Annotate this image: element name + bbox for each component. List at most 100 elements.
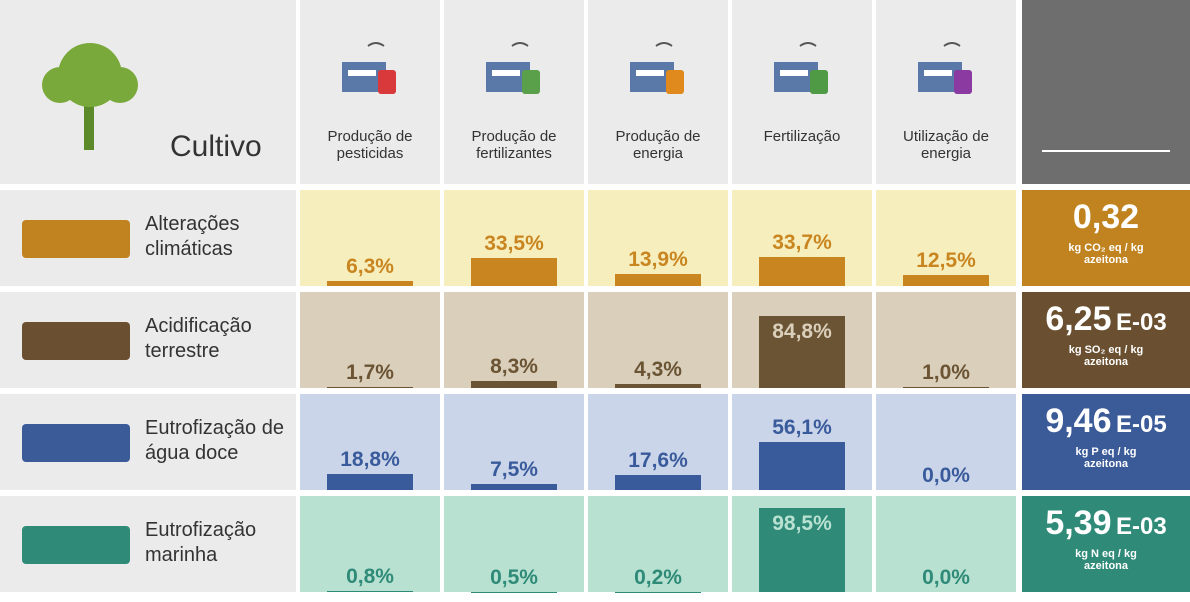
header-cell: Utilização de energia xyxy=(876,0,1016,184)
bar xyxy=(903,387,989,388)
header-cell: Produção de energia xyxy=(588,0,728,184)
bar xyxy=(615,475,701,490)
cell: 13,9% xyxy=(588,190,728,286)
value-label: 7,5% xyxy=(444,458,584,482)
total-value: 0,32 xyxy=(1073,198,1139,236)
cell: 0,0% xyxy=(876,496,1016,592)
value-label: 6,3% xyxy=(300,255,440,279)
total-value: 6,25 xyxy=(1045,300,1111,338)
value-label: 13,9% xyxy=(588,248,728,272)
total-unit: kg N eq / kg azeitona xyxy=(1022,548,1190,572)
total-cell: 0,32 kg CO₂ eq / kg azeitona xyxy=(1022,190,1190,286)
total-value: 9,46 xyxy=(1045,402,1111,440)
bar xyxy=(327,474,413,490)
cell: 1,0% xyxy=(876,292,1016,388)
cell: 4,3% xyxy=(588,292,728,388)
column-label: Produção de fertilizantes xyxy=(452,128,576,162)
value-label: 4,3% xyxy=(588,358,728,382)
cell: 84,8% xyxy=(732,292,872,388)
bar xyxy=(327,387,413,388)
row-label: Eutrofização marinha xyxy=(145,518,285,568)
row-icon xyxy=(22,322,130,360)
cell: 0,0% xyxy=(876,394,1016,490)
total-value-line: 9,46 E-05 xyxy=(1022,402,1190,441)
value-label: 98,5% xyxy=(732,512,872,536)
infographic: Cultivo Produção de pesticidas Produção d… xyxy=(0,0,1190,602)
cell: 18,8% xyxy=(300,394,440,490)
total-exponent: E-03 xyxy=(1116,513,1167,540)
value-label: 0,0% xyxy=(876,464,1016,488)
value-label: 33,7% xyxy=(732,231,872,255)
row-label-cell: Eutrofização de água doce xyxy=(0,394,296,490)
cell: 12,5% xyxy=(876,190,1016,286)
tree-icon xyxy=(30,35,150,155)
row-label-cell: Acidificação terrestre xyxy=(0,292,296,388)
icon xyxy=(626,40,690,100)
total-unit: kg CO₂ eq / kg azeitona xyxy=(1022,242,1190,266)
value-label: 8,3% xyxy=(444,355,584,379)
row-icon xyxy=(22,220,130,258)
cell: 33,7% xyxy=(732,190,872,286)
cell: 17,6% xyxy=(588,394,728,490)
bar xyxy=(471,258,557,286)
cell: 7,5% xyxy=(444,394,584,490)
total-cell: 6,25 E-03 kg SO₂ eq / kg azeitona xyxy=(1022,292,1190,388)
column-label: Utilização de energia xyxy=(884,128,1008,162)
total-value: 5,39 xyxy=(1045,504,1111,542)
total-value-line: 0,32 xyxy=(1022,198,1190,237)
value-label: 84,8% xyxy=(732,320,872,344)
column-label: Fertilização xyxy=(740,128,864,145)
total-header xyxy=(1022,0,1190,184)
total-unit: kg SO₂ eq / kg azeitona xyxy=(1022,344,1190,368)
row-icon xyxy=(22,526,130,564)
value-label: 1,7% xyxy=(300,361,440,385)
bar xyxy=(327,591,413,592)
total-cell: 9,46 E-05 kg P eq / kg azeitona xyxy=(1022,394,1190,490)
icon xyxy=(338,40,402,100)
row-label: Eutrofização de água doce xyxy=(145,416,285,466)
header-cell: Produção de fertilizantes xyxy=(444,0,584,184)
total-unit: kg P eq / kg azeitona xyxy=(1022,446,1190,470)
bar xyxy=(615,274,701,286)
row-icon xyxy=(22,424,130,462)
header-cell: Produção de pesticidas xyxy=(300,0,440,184)
value-label: 1,0% xyxy=(876,361,1016,385)
row-label-cell: Eutrofização marinha xyxy=(0,496,296,592)
bar xyxy=(615,384,701,388)
value-label: 0,0% xyxy=(876,566,1016,590)
header-cell: Fertilização xyxy=(732,0,872,184)
cell: 8,3% xyxy=(444,292,584,388)
column-label: Produção de pesticidas xyxy=(308,128,432,162)
cell: 6,3% xyxy=(300,190,440,286)
cell: 0,2% xyxy=(588,496,728,592)
bar xyxy=(471,484,557,490)
bar xyxy=(903,275,989,286)
divider xyxy=(1042,150,1170,152)
cell: 33,5% xyxy=(444,190,584,286)
row-label: Acidificação terrestre xyxy=(145,314,285,364)
value-label: 0,8% xyxy=(300,565,440,589)
bar xyxy=(759,442,845,490)
bar xyxy=(471,381,557,388)
total-exponent: E-03 xyxy=(1116,309,1167,336)
value-label: 0,5% xyxy=(444,566,584,590)
header-title: Cultivo xyxy=(170,130,262,164)
row-label-cell: Alterações climáticas xyxy=(0,190,296,286)
value-label: 56,1% xyxy=(732,416,872,440)
cell: 0,5% xyxy=(444,496,584,592)
total-cell: 5,39 E-03 kg N eq / kg azeitona xyxy=(1022,496,1190,592)
cell: 1,7% xyxy=(300,292,440,388)
icon xyxy=(770,40,834,100)
row-label: Alterações climáticas xyxy=(145,212,285,262)
icon xyxy=(914,40,978,100)
value-label: 0,2% xyxy=(588,566,728,590)
bar xyxy=(759,257,845,286)
bar xyxy=(327,281,413,286)
total-exponent: E-05 xyxy=(1116,411,1167,438)
icon xyxy=(482,40,546,100)
total-value-line: 5,39 E-03 xyxy=(1022,504,1190,543)
cell: 56,1% xyxy=(732,394,872,490)
cell: 98,5% xyxy=(732,496,872,592)
value-label: 18,8% xyxy=(300,448,440,472)
total-value-line: 6,25 E-03 xyxy=(1022,300,1190,339)
